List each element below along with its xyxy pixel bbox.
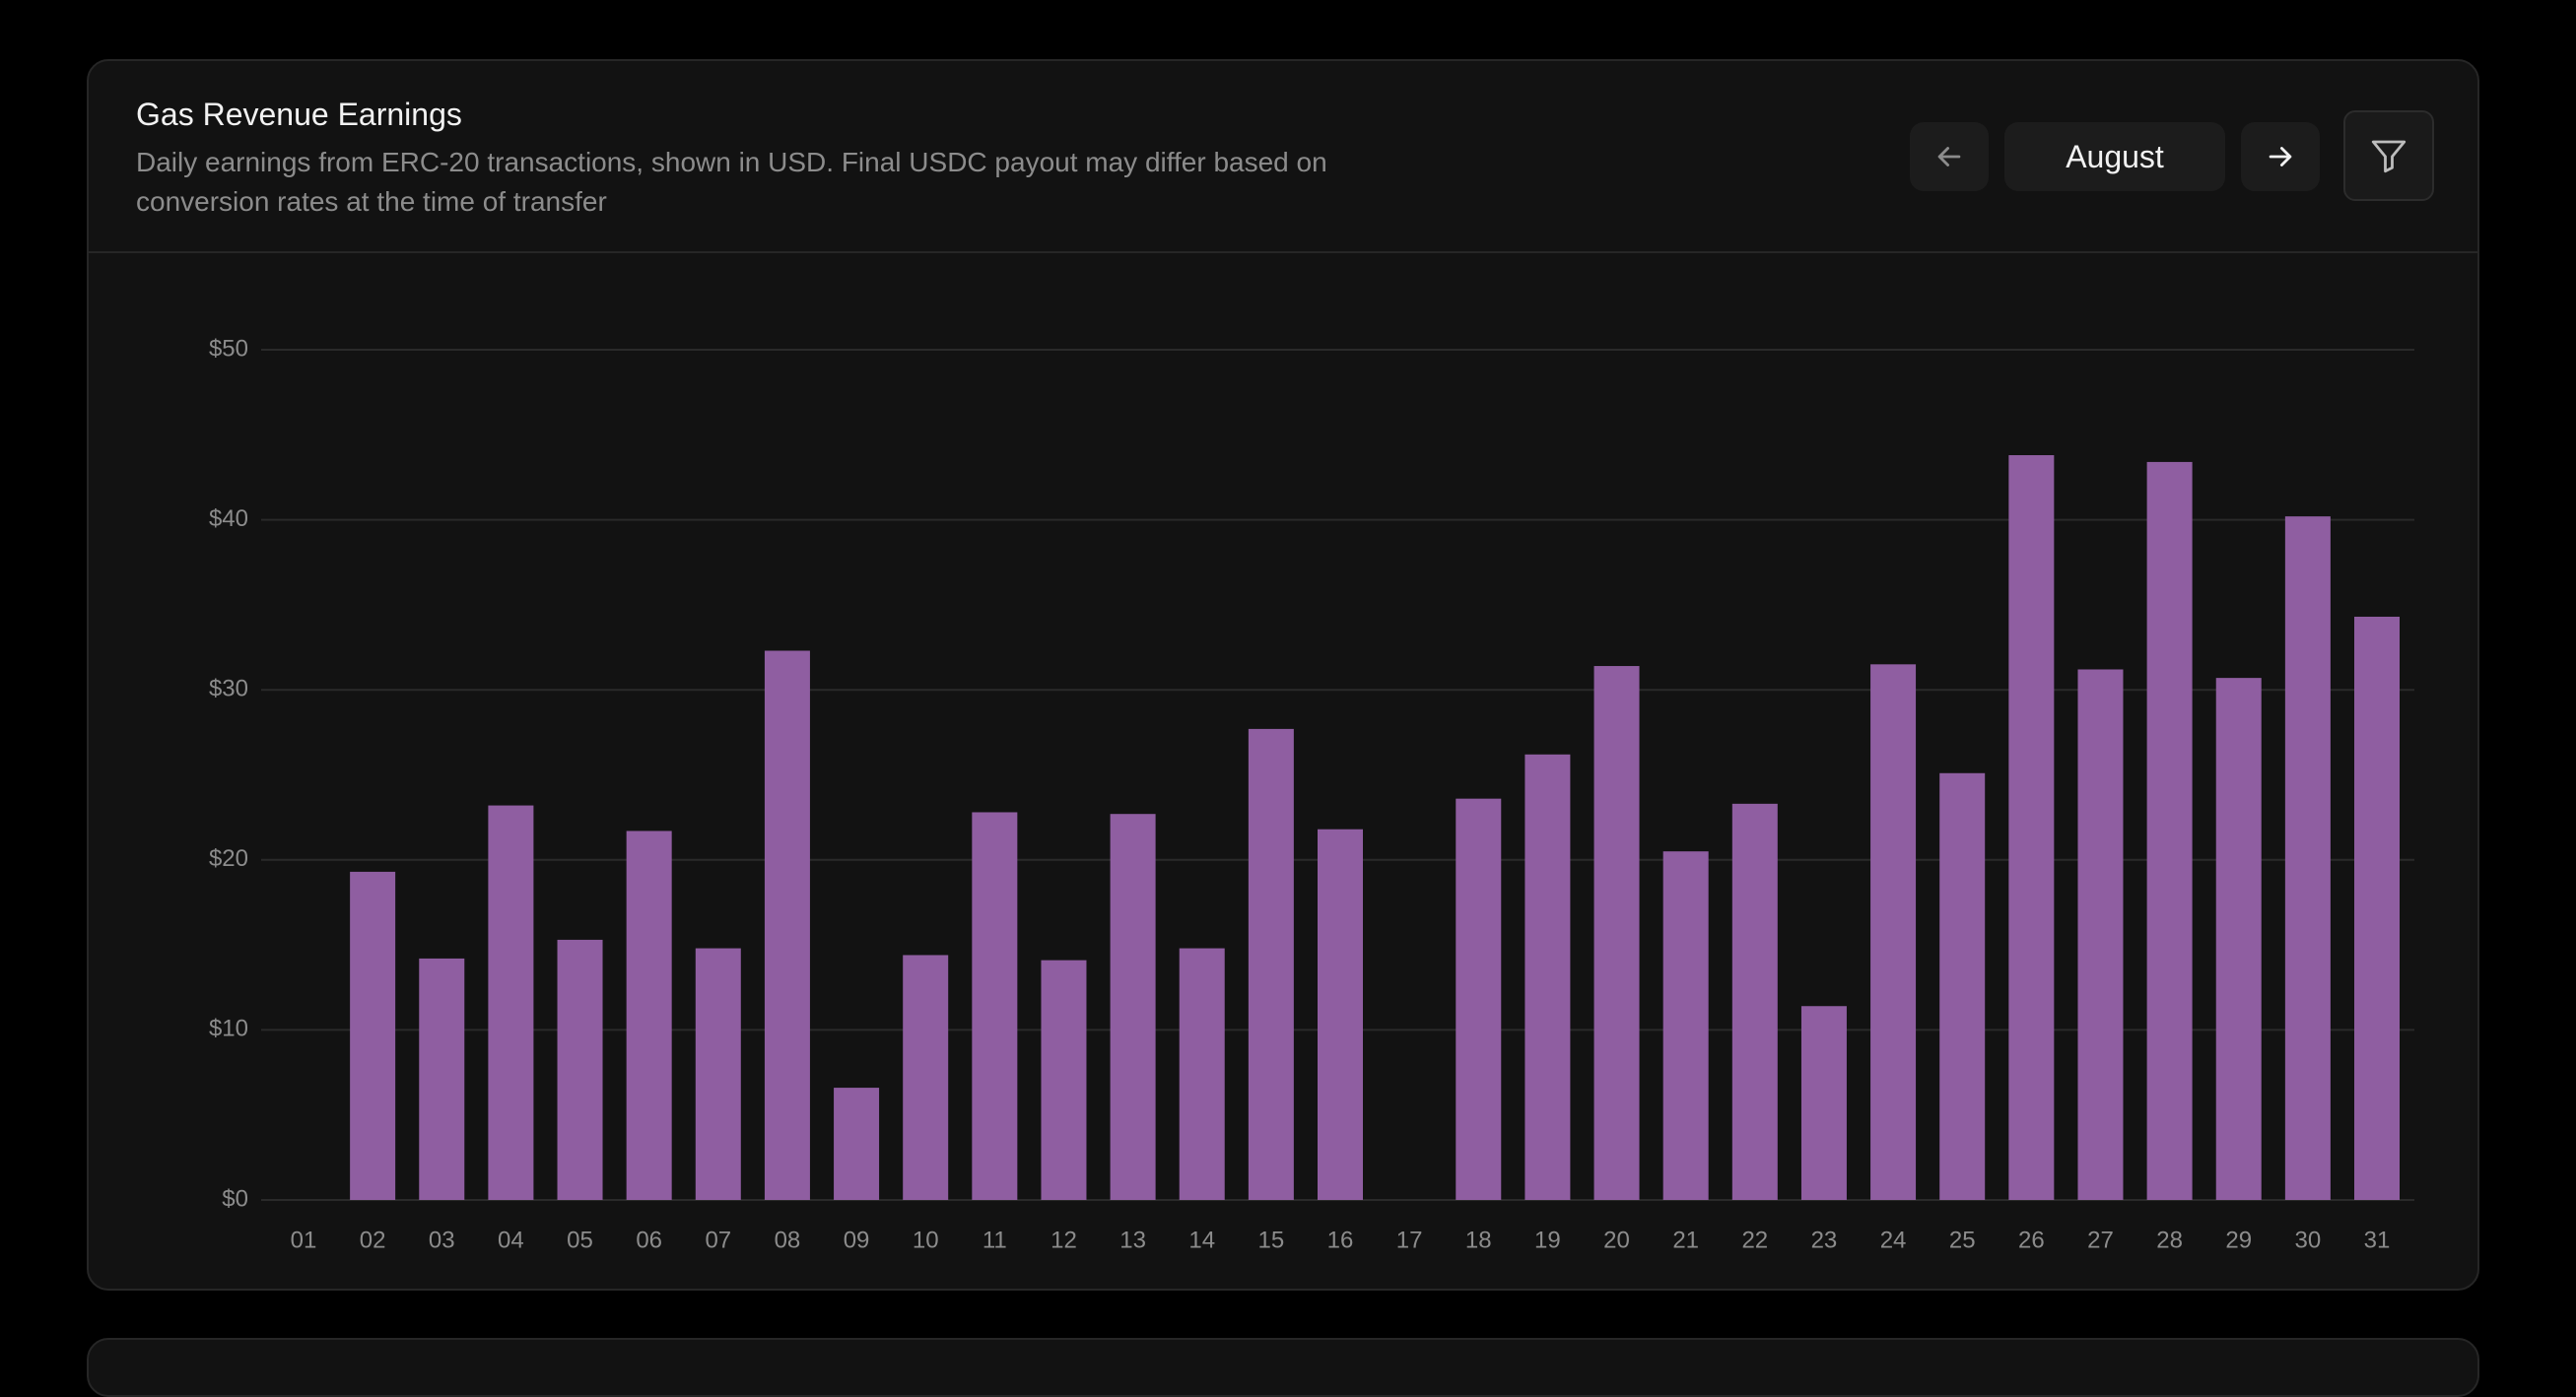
bar	[764, 650, 810, 1200]
header-divider	[89, 251, 2477, 253]
x-tick-label: 24	[1880, 1227, 1907, 1253]
y-tick-label: $0	[222, 1185, 248, 1212]
x-tick-label: 05	[567, 1227, 593, 1253]
bar	[1525, 754, 1571, 1200]
x-tick-label: 25	[1949, 1227, 1976, 1253]
x-tick-label: 12	[1051, 1227, 1077, 1253]
x-tick-label: 01	[291, 1227, 317, 1253]
x-tick-label: 29	[2225, 1227, 2252, 1253]
y-tick-label: $20	[209, 845, 248, 872]
bar	[2215, 678, 2262, 1200]
card-title: Gas Revenue Earnings	[136, 97, 462, 132]
x-tick-label: 03	[429, 1227, 455, 1253]
x-tick-label: 15	[1258, 1227, 1285, 1253]
bar	[972, 812, 1018, 1200]
arrow-right-icon	[2269, 147, 2292, 166]
bar	[1041, 960, 1087, 1200]
next-month-button[interactable]	[2241, 122, 2320, 191]
prev-month-button[interactable]	[1910, 122, 1989, 191]
x-tick-label: 19	[1534, 1227, 1561, 1253]
month-label[interactable]: August	[2004, 122, 2225, 191]
bar	[1318, 829, 1363, 1200]
bar	[2077, 669, 2124, 1200]
bar	[1731, 803, 1778, 1200]
next-card	[87, 1338, 2479, 1397]
x-tick-label: 14	[1188, 1227, 1215, 1253]
bar	[1593, 666, 1640, 1200]
x-tick-label: 16	[1327, 1227, 1354, 1253]
bar	[2146, 461, 2193, 1200]
x-tick-label: 27	[2087, 1227, 2114, 1253]
arrow-left-icon	[1937, 147, 1961, 166]
x-tick-label: 30	[2295, 1227, 2322, 1253]
bar	[1456, 798, 1502, 1200]
bar	[626, 831, 672, 1200]
bar	[2284, 516, 2331, 1200]
y-tick-label: $40	[209, 505, 248, 532]
filter-icon	[2371, 140, 2407, 173]
bar	[903, 955, 949, 1200]
x-tick-label: 10	[913, 1227, 939, 1253]
chart: $0 $10 $20 $30 $40 $50 01 02 03 04 05 06 07 08 09 10 11 1…	[209, 335, 2414, 1253]
bar	[834, 1088, 880, 1200]
bar	[1870, 664, 1917, 1200]
page: Gas Revenue Earnings Daily earnings from…	[87, 59, 2479, 1397]
x-tick-label: 20	[1603, 1227, 1630, 1253]
bar	[2354, 616, 2400, 1200]
x-tick-label: 06	[636, 1227, 662, 1253]
x-tick-label: 22	[1741, 1227, 1768, 1253]
x-tick-label: 26	[2018, 1227, 2045, 1253]
bar	[2008, 455, 2055, 1201]
x-tick-label: 23	[1811, 1227, 1838, 1253]
bar	[695, 948, 741, 1200]
x-tick-label: 13	[1119, 1227, 1146, 1253]
x-tick-label: 18	[1465, 1227, 1492, 1253]
bar	[1800, 1006, 1847, 1200]
x-tick-label: 31	[2364, 1227, 2391, 1253]
x-tick-label: 17	[1396, 1227, 1423, 1253]
y-tick-label: $50	[209, 335, 248, 362]
y-tick-label: $30	[209, 676, 248, 702]
bar	[419, 958, 465, 1200]
x-tick-label: 28	[2156, 1227, 2183, 1253]
x-tick-label: 09	[844, 1227, 870, 1253]
x-tick-label: 08	[775, 1227, 801, 1253]
x-tick-label: 11	[983, 1227, 1007, 1253]
x-tick-label: 07	[705, 1227, 731, 1253]
bar	[557, 939, 603, 1200]
bar	[488, 805, 534, 1200]
y-tick-label: $10	[209, 1016, 248, 1042]
bar	[1179, 948, 1225, 1200]
x-tick-label: 02	[360, 1227, 386, 1253]
card-subtitle: Daily earnings from ERC-20 transactions,…	[136, 147, 1327, 217]
x-tick-label: 04	[498, 1227, 524, 1253]
filter-button[interactable]	[2343, 110, 2434, 201]
bar	[350, 871, 396, 1200]
bar	[1939, 772, 1986, 1200]
bar	[1110, 814, 1156, 1200]
x-tick-label: 21	[1672, 1227, 1699, 1253]
bar	[1248, 728, 1294, 1200]
bar	[1662, 851, 1709, 1200]
